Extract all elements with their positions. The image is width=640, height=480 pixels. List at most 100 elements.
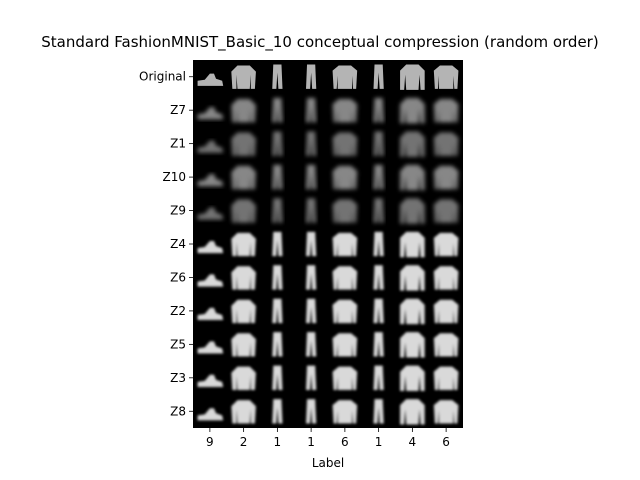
image-cell-shape [400,98,425,124]
column-label: 6 [442,435,450,449]
image-cell [373,298,384,324]
image-cell-shape [433,232,459,257]
image-cell-shape [332,299,358,324]
image-cell [400,231,425,258]
image-cell [231,165,256,190]
image-cell-shape [332,400,358,424]
image-cell-shape [400,198,425,224]
image-cell-shape [231,199,256,223]
image-cell [306,64,317,89]
image-cell [332,165,358,190]
image-cell-shape [306,365,317,390]
column-label: 1 [375,435,383,449]
image-cell-shape [231,132,256,156]
image-cell-shape [373,231,384,257]
image-cell-shape [197,341,224,354]
image-cell-shape [231,65,256,89]
image-cell-shape [197,73,224,86]
image-cell [197,341,224,354]
image-cell-shape [373,332,384,357]
image-cell [332,266,358,290]
image-cell-shape [433,199,459,223]
image-cell-shape [272,332,283,357]
image-cell-shape [400,64,425,90]
image-cell [231,333,256,357]
image-cell-shape [400,164,425,191]
row-label: Z7 [170,103,186,117]
image-cell-shape [433,366,459,390]
image-cell-shape [373,198,384,223]
image-cell-shape [306,298,317,324]
image-cell-shape [197,240,224,254]
image-cell [400,365,425,392]
image-cell [197,274,224,287]
image-cell-shape [332,199,358,223]
image-cell [197,374,224,387]
image-cell [231,65,256,89]
image-cell-shape [306,332,317,357]
image-cell [433,199,459,223]
image-cell [433,333,459,357]
image-cell [272,64,283,89]
image-cell [231,299,256,324]
image-cell-shape [197,174,224,187]
image-cell [306,98,317,123]
image-cell [332,65,358,89]
column-label: 2 [240,435,248,449]
column-label: 9 [206,435,214,449]
image-cell [231,266,256,290]
image-cell [400,198,425,224]
image-cell [373,265,384,290]
image-cell-shape [231,266,256,290]
image-cell [332,232,358,257]
image-cell [332,99,358,123]
image-cell [332,132,358,156]
row-label: Z4 [170,237,186,251]
row-label: Z10 [163,170,187,184]
image-cell [197,207,224,220]
image-cell-shape [272,298,283,324]
image-cell [373,131,384,156]
image-cell-shape [373,298,384,324]
image-cell [373,399,384,424]
image-cell-shape [197,140,224,153]
image-cell [231,232,256,257]
image-cell-shape [332,366,358,390]
image-cell-shape [400,231,425,258]
image-cell-shape [400,131,425,157]
image-cell [433,400,459,424]
image-cell [433,232,459,257]
image-cell-shape [272,399,283,424]
image-cell [197,408,224,421]
image-cell [272,98,283,123]
image-cell-shape [332,232,358,257]
image-cell [197,174,224,187]
image-cell-shape [306,64,317,89]
row-label: Z9 [170,204,186,218]
image-cell-shape [197,408,224,421]
image-cell-shape [332,266,358,290]
image-cell-shape [272,131,283,156]
row-label: Z6 [170,270,186,284]
image-cell [272,164,283,190]
image-cell-shape [272,64,283,89]
image-cell [400,64,425,90]
image-cell-shape [373,164,384,190]
image-cell-shape [433,132,459,156]
image-cell [433,299,459,324]
image-cell [373,365,384,390]
image-cell [306,332,317,357]
chart-title: Standard FashionMNIST_Basic_10 conceptua… [41,33,599,51]
image-cell-shape [400,399,425,425]
image-cell-shape [272,231,283,257]
image-cell-shape [332,65,358,89]
column-label: 6 [341,435,349,449]
image-cell [433,165,459,190]
image-cell-shape [231,232,256,257]
image-cell [400,399,425,425]
image-cell-shape [231,165,256,190]
image-cell [272,265,283,290]
image-cell-shape [373,64,384,89]
